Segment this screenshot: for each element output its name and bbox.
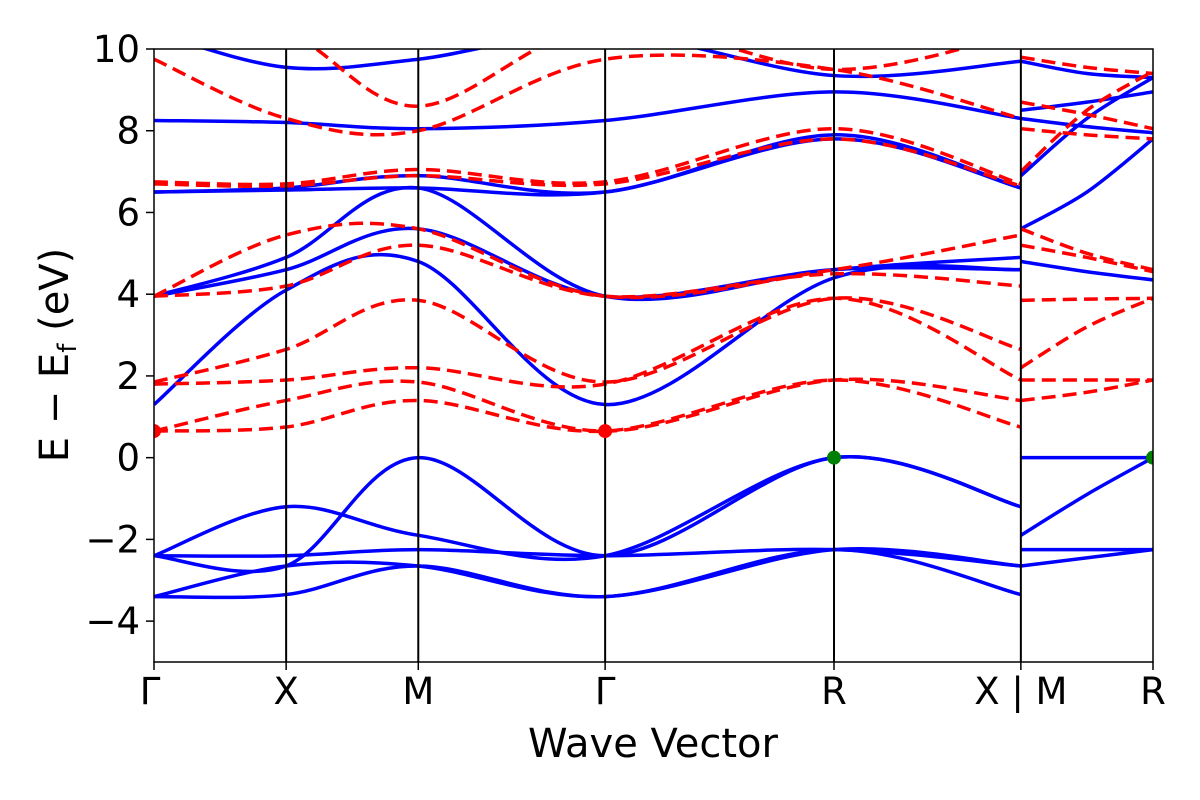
band-lines [154, 49, 1153, 600]
solid-band [154, 455, 1022, 562]
dashed-band [1020, 126, 1153, 141]
y-axis-ticks: −4 −2 0 2 4 6 8 10 [85, 28, 154, 643]
y-tick-label: −4 [85, 600, 140, 643]
solid-band [1020, 116, 1153, 135]
dashed-band [154, 53, 1022, 137]
solid-band [1020, 59, 1153, 80]
y-tick-label: 6 [116, 191, 140, 234]
dashed-band [1020, 227, 1153, 272]
dashed-band [1019, 296, 1153, 370]
band-edge-markers [154, 424, 1153, 465]
solid-band [1020, 259, 1153, 282]
y-tick-label: 4 [116, 273, 140, 316]
dashed-band [154, 296, 1022, 389]
y-axis-title-unit: (eV) [32, 248, 78, 344]
solid-band [1020, 547, 1153, 568]
dashed-band [1019, 69, 1153, 173]
x-tick-label: R [821, 670, 847, 713]
y-tick-label: 0 [116, 437, 140, 480]
x-tick-label: R [1140, 670, 1166, 713]
y-tick-label: 10 [93, 28, 140, 71]
solid-band [154, 185, 1021, 302]
dashed-band [154, 378, 1022, 434]
solid-band [154, 252, 1021, 407]
y-axis-title: E − Ef (eV) [32, 248, 83, 463]
solid-band [1019, 76, 1153, 178]
dashed-band [154, 126, 1022, 187]
x-tick-label: M [402, 670, 434, 713]
cbm-marker [154, 424, 161, 439]
y-axis-title-sub: f [53, 343, 83, 353]
dashed-band [154, 221, 1022, 300]
y-axis-title-main: E − E [32, 353, 78, 463]
plot-frame [153, 48, 1154, 663]
solid-band [1019, 456, 1153, 537]
dashed-band [154, 137, 1022, 188]
x-tick-label: Γ [595, 670, 616, 713]
vbm-marker [1146, 450, 1153, 465]
dashed-band [1020, 243, 1153, 274]
y-tick-label: 8 [116, 110, 140, 153]
solid-band [200, 49, 1021, 79]
x-tick-label: X | M [974, 670, 1067, 713]
dashed-band [1020, 296, 1153, 303]
x-axis-title: Wave Vector [528, 721, 779, 767]
y-tick-label: −2 [85, 518, 140, 561]
y-tick-label: 2 [116, 355, 140, 398]
dashed-band [1020, 100, 1153, 131]
vbm-marker [827, 450, 842, 465]
solid-band [154, 90, 1022, 131]
cbm-marker [598, 424, 613, 439]
solid-band [1020, 137, 1153, 231]
kpoint-vertical-lines [285, 49, 1022, 662]
dashed-band [1020, 55, 1153, 76]
x-axis-ticks: Γ X M Γ R X | M R [140, 662, 1166, 713]
dashed-band [154, 377, 1022, 433]
x-tick-label: X [273, 670, 298, 713]
dashed-band [1020, 378, 1153, 403]
solid-band [1020, 90, 1153, 113]
x-tick-label: Γ [140, 670, 161, 713]
